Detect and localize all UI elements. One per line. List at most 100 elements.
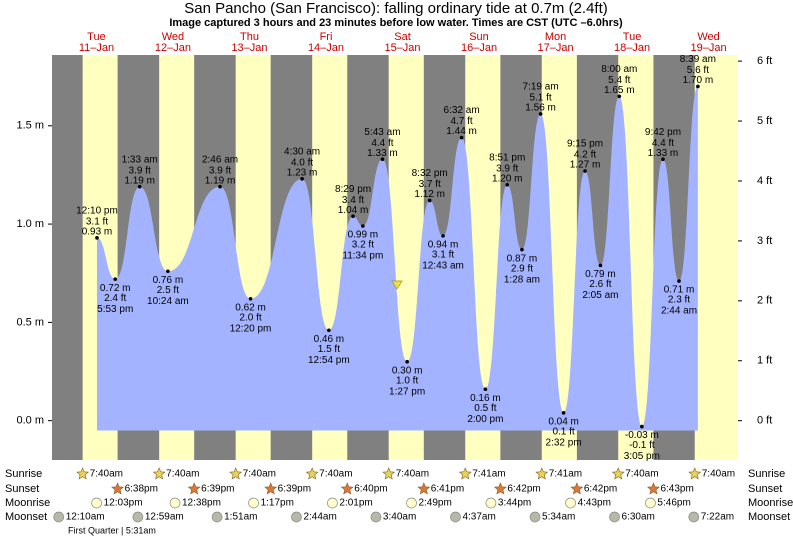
tide-time: 12:43 am [422,261,464,272]
tide-feet: 3.4 ft [342,195,364,206]
tide-time: 2:32 pm [546,437,582,448]
weekday-label: Mon [545,31,566,43]
tide-time: 2:00 pm [467,414,503,425]
tide-feet: 3.9 ft [129,165,151,176]
tide-time: 1:27 pm [389,386,425,397]
sunset-time: 6:40pm [354,484,387,495]
tide-point [380,157,385,161]
tide-time: 8:00 am [601,64,637,75]
moonset-icon [450,511,461,523]
y2-tick-label: 4 ft [757,175,772,187]
chart-subtitle: Image captured 3 hours and 23 minutes be… [169,17,623,29]
moonrise-time: 2:49pm [418,498,451,509]
tide-feet: 0.5 ft [474,403,496,414]
tide-meters: 0.87 m [507,253,538,264]
date-label: 11–Jan [79,42,114,54]
tide-meters: 1.65 m [604,85,635,96]
moonrise-time: 4:43pm [578,498,611,509]
weekday-label: Tue [623,31,642,43]
sunrise-icon [305,467,319,480]
tide-point [661,157,665,161]
date-label: 18–Jan [614,42,650,54]
tide-time: 9:15 pm [567,139,603,150]
weekday-label: Thu [240,31,259,43]
moonrise-time: 3:44pm [498,498,531,509]
moonrise-time: 12:03pm [104,498,143,509]
tide-feet: 2.4 ft [104,293,126,304]
moonset-time: 6:30am [622,512,655,523]
sunset-icon [417,482,431,495]
moonset-time: 7:22am [701,512,734,523]
tide-point [248,296,253,301]
tide-feet: 4.4 ft [371,138,393,149]
moonrise-icon [169,497,181,509]
tide-point [218,184,222,189]
tide-meters: 0.72 m [100,283,131,294]
row-label: Sunrise [5,468,42,480]
moonset-icon [53,511,65,523]
tide-meters: 1.19 m [205,175,236,186]
y-tick-label: 1.0 m [16,218,44,230]
sunrise-icon [458,467,472,480]
moonset-icon [291,511,302,523]
tide-time: 8:51 pm [489,152,525,163]
y-tick-label: 0.0 m [16,415,44,427]
moonrise-time: 5:46pm [657,498,690,509]
weekday-label: Sun [469,31,489,43]
tide-feet: -0.1 ft [629,440,655,451]
tide-meters: 1.04 m [338,205,369,216]
tide-meters: 0.99 m [348,230,379,241]
tide-time: 6:32 am [444,105,480,116]
tide-point [441,234,445,238]
tide-time: 8:32 pm [412,168,448,179]
sunrise-time: 7:40am [319,469,352,480]
sunrise-icon [535,467,549,480]
tide-meters: 0.76 m [153,275,184,286]
tide-feet: 4.7 ft [450,116,472,127]
tide-feet: 5.6 ft [687,65,709,76]
sunset-time: 6:42pm [507,484,540,495]
sunset-icon [111,482,125,495]
tide-meters: 0.93 m [82,226,113,237]
tide-meters: 0.04 m [548,416,579,427]
row-label: Sunset [748,483,782,495]
date-label: 19–Jan [691,42,727,54]
moonrise-icon [565,497,576,509]
date-label: 12–Jan [155,42,191,54]
sunset-icon [570,482,584,495]
tide-feet: 2.0 ft [239,312,261,323]
tide-meters: 0.94 m [428,240,459,251]
sunset-time: 6:41pm [431,484,464,495]
tide-feet: 4.2 ft [574,150,596,161]
moonset-time: 2:44am [303,512,336,523]
tide-time: 1:28 am [504,274,540,285]
tide-time: 4:30 am [284,146,320,157]
tide-meters: 1.20 m [492,173,523,184]
tide-point [538,112,543,116]
tide-feet: 2.5 ft [157,285,179,296]
tide-point [95,236,99,240]
moonset-time: 3:40am [383,512,416,523]
sunset-icon [340,482,354,495]
tide-time: 8:29 pm [335,184,371,195]
moonrise-icon [485,497,497,509]
tide-feet: 3.9 ft [209,165,231,176]
moonrise-icon [91,497,102,509]
date-label: 15–Jan [384,42,420,54]
row-label: Moonrise [748,497,793,509]
date-label: 17–Jan [537,42,573,54]
tide-point [677,279,681,283]
sunrise-time: 7:41am [472,469,505,480]
tide-point [166,269,170,274]
moonrise-icon [248,497,259,509]
tide-time: 9:42 pm [645,127,681,138]
date-label: 14–Jan [308,42,344,54]
date-label: 13–Jan [231,42,267,54]
moonset-time: 5:34am [542,512,575,523]
tide-point [405,359,409,364]
moonset-time: 12:10am [66,512,105,523]
row-label: Sunrise [748,468,785,480]
tide-point [696,84,700,89]
tide-feet: 2.3 ft [668,295,690,306]
sunset-time: 6:43pm [660,484,693,495]
